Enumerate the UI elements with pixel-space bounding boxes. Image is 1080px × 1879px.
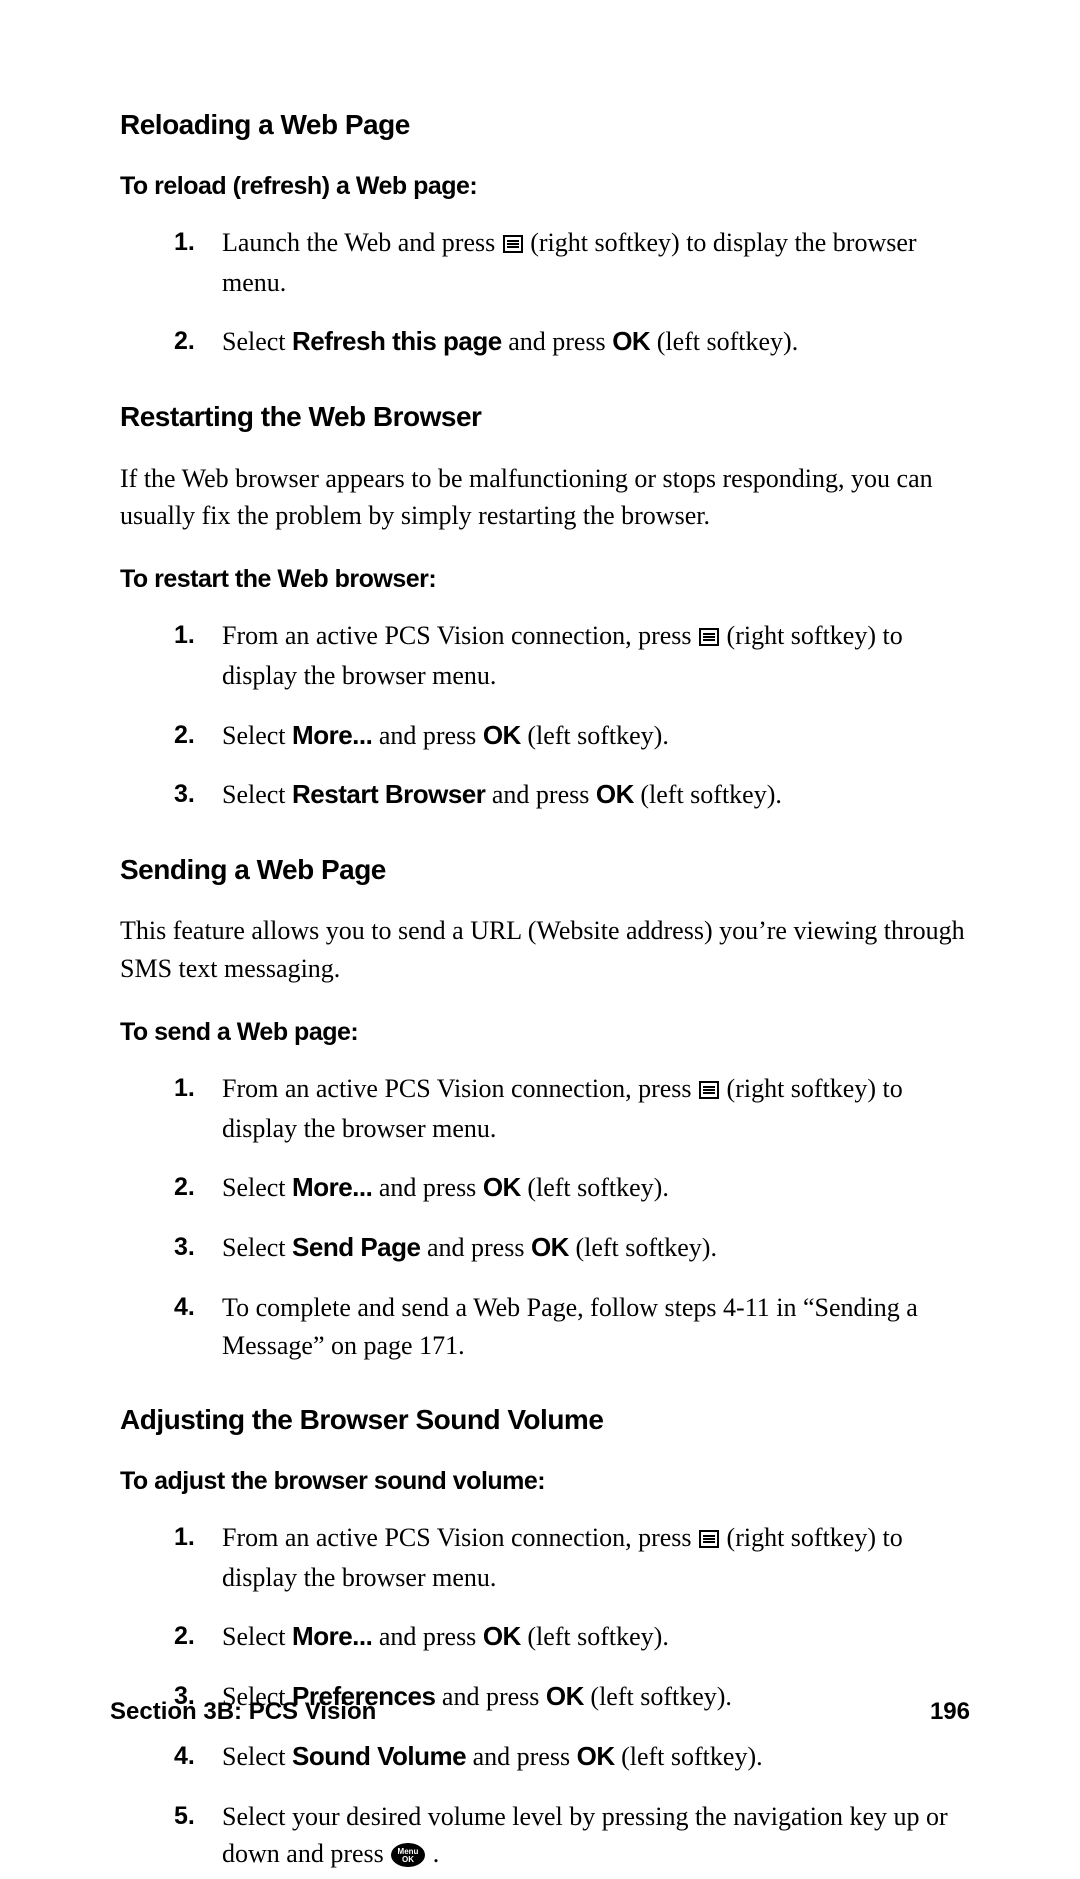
menu-icon — [698, 1521, 720, 1559]
bold-text: OK — [483, 1621, 521, 1651]
bold-text: Refresh this page — [292, 326, 502, 356]
step-text: and press — [372, 1622, 482, 1651]
heading-volume: Adjusting the Browser Sound Volume — [120, 1400, 970, 1441]
step-text: (left softkey). — [521, 1173, 669, 1202]
step-3: Select Restart Browser and press OK (lef… — [174, 776, 970, 814]
step-1: From an active PCS Vision connection, pr… — [174, 1070, 970, 1147]
menu-icon — [698, 1072, 720, 1110]
step-text: (left softkey). — [521, 1622, 669, 1651]
bold-text: More... — [292, 720, 372, 750]
ok-button-icon: MenuOK — [390, 1841, 426, 1879]
step-text: Select — [222, 327, 292, 356]
body-sending: This feature allows you to send a URL (W… — [120, 912, 970, 987]
section-volume: Adjusting the Browser Sound Volume To ad… — [120, 1400, 970, 1879]
step-4: To complete and send a Web Page, follow … — [174, 1289, 970, 1364]
step-text: Select — [222, 1233, 292, 1262]
step-text: (left softkey). — [569, 1233, 717, 1262]
bold-text: Send Page — [292, 1232, 420, 1262]
step-1: From an active PCS Vision connection, pr… — [174, 1519, 970, 1596]
step-2: Select More... and press OK (left softke… — [174, 1618, 970, 1656]
step-1: From an active PCS Vision connection, pr… — [174, 617, 970, 694]
step-text: and press — [485, 780, 595, 809]
body-restarting: If the Web browser appears to be malfunc… — [120, 460, 970, 535]
document-page: Reloading a Web Page To reload (refresh)… — [0, 0, 1080, 1800]
footer-section-label: Section 3B: PCS Vision — [110, 1695, 376, 1730]
steps-reload: Launch the Web and press (right softkey)… — [174, 224, 970, 361]
step-3: Select Send Page and press OK (left soft… — [174, 1229, 970, 1267]
step-text: Select — [222, 1173, 292, 1202]
section-reloading: Reloading a Web Page To reload (refresh)… — [120, 105, 970, 361]
menu-icon — [698, 619, 720, 657]
menu-icon — [502, 226, 524, 264]
step-text: From an active PCS Vision connection, pr… — [222, 1074, 698, 1103]
step-2: Select More... and press OK (left softke… — [174, 717, 970, 755]
step-text: and press — [466, 1742, 576, 1771]
heading-sending: Sending a Web Page — [120, 850, 970, 891]
steps-send: From an active PCS Vision connection, pr… — [174, 1070, 970, 1364]
bold-text: OK — [483, 1172, 521, 1202]
step-4: Select Sound Volume and press OK (left s… — [174, 1738, 970, 1776]
step-text: and press — [372, 721, 482, 750]
step-text: Select your desired volume level by pres… — [222, 1802, 948, 1869]
heading-reloading: Reloading a Web Page — [120, 105, 970, 146]
step-text: Select — [222, 1622, 292, 1651]
section-restarting: Restarting the Web Browser If the Web br… — [120, 397, 970, 814]
step-text: Select — [222, 721, 292, 750]
page-footer: Section 3B: PCS Vision 196 — [110, 1695, 970, 1730]
step-5: Select your desired volume level by pres… — [174, 1798, 970, 1879]
step-text: (left softkey). — [634, 780, 782, 809]
bold-text: Restart Browser — [292, 779, 485, 809]
bold-text: More... — [292, 1621, 372, 1651]
bold-text: OK — [596, 779, 634, 809]
step-text: From an active PCS Vision connection, pr… — [222, 1523, 698, 1552]
subhead-volume: To adjust the browser sound volume: — [120, 1463, 970, 1499]
section-sending: Sending a Web Page This feature allows y… — [120, 850, 970, 1364]
bold-text: Sound Volume — [292, 1741, 466, 1771]
step-text: Select — [222, 1742, 292, 1771]
steps-restart: From an active PCS Vision connection, pr… — [174, 617, 970, 814]
step-text: To complete and send a Web Page, follow … — [222, 1293, 918, 1360]
step-text: (left softkey). — [650, 327, 798, 356]
subhead-send: To send a Web page: — [120, 1014, 970, 1050]
page-number: 196 — [930, 1695, 970, 1730]
step-text: Launch the Web and press — [222, 228, 502, 257]
bold-text: OK — [577, 1741, 615, 1771]
step-text: . — [426, 1839, 439, 1868]
step-text: and press — [420, 1233, 530, 1262]
bold-text: More... — [292, 1172, 372, 1202]
subhead-reload: To reload (refresh) a Web page: — [120, 168, 970, 204]
step-text: From an active PCS Vision connection, pr… — [222, 621, 698, 650]
subhead-restart: To restart the Web browser: — [120, 561, 970, 597]
step-text: (left softkey). — [615, 1742, 763, 1771]
heading-restarting: Restarting the Web Browser — [120, 397, 970, 438]
step-1: Launch the Web and press (right softkey)… — [174, 224, 970, 301]
step-text: and press — [372, 1173, 482, 1202]
bold-text: OK — [483, 720, 521, 750]
step-text: Select — [222, 780, 292, 809]
bold-text: OK — [531, 1232, 569, 1262]
step-2: Select More... and press OK (left softke… — [174, 1169, 970, 1207]
step-2: Select Refresh this page and press OK (l… — [174, 323, 970, 361]
step-text: (left softkey). — [521, 721, 669, 750]
bold-text: OK — [612, 326, 650, 356]
step-text: and press — [502, 327, 612, 356]
